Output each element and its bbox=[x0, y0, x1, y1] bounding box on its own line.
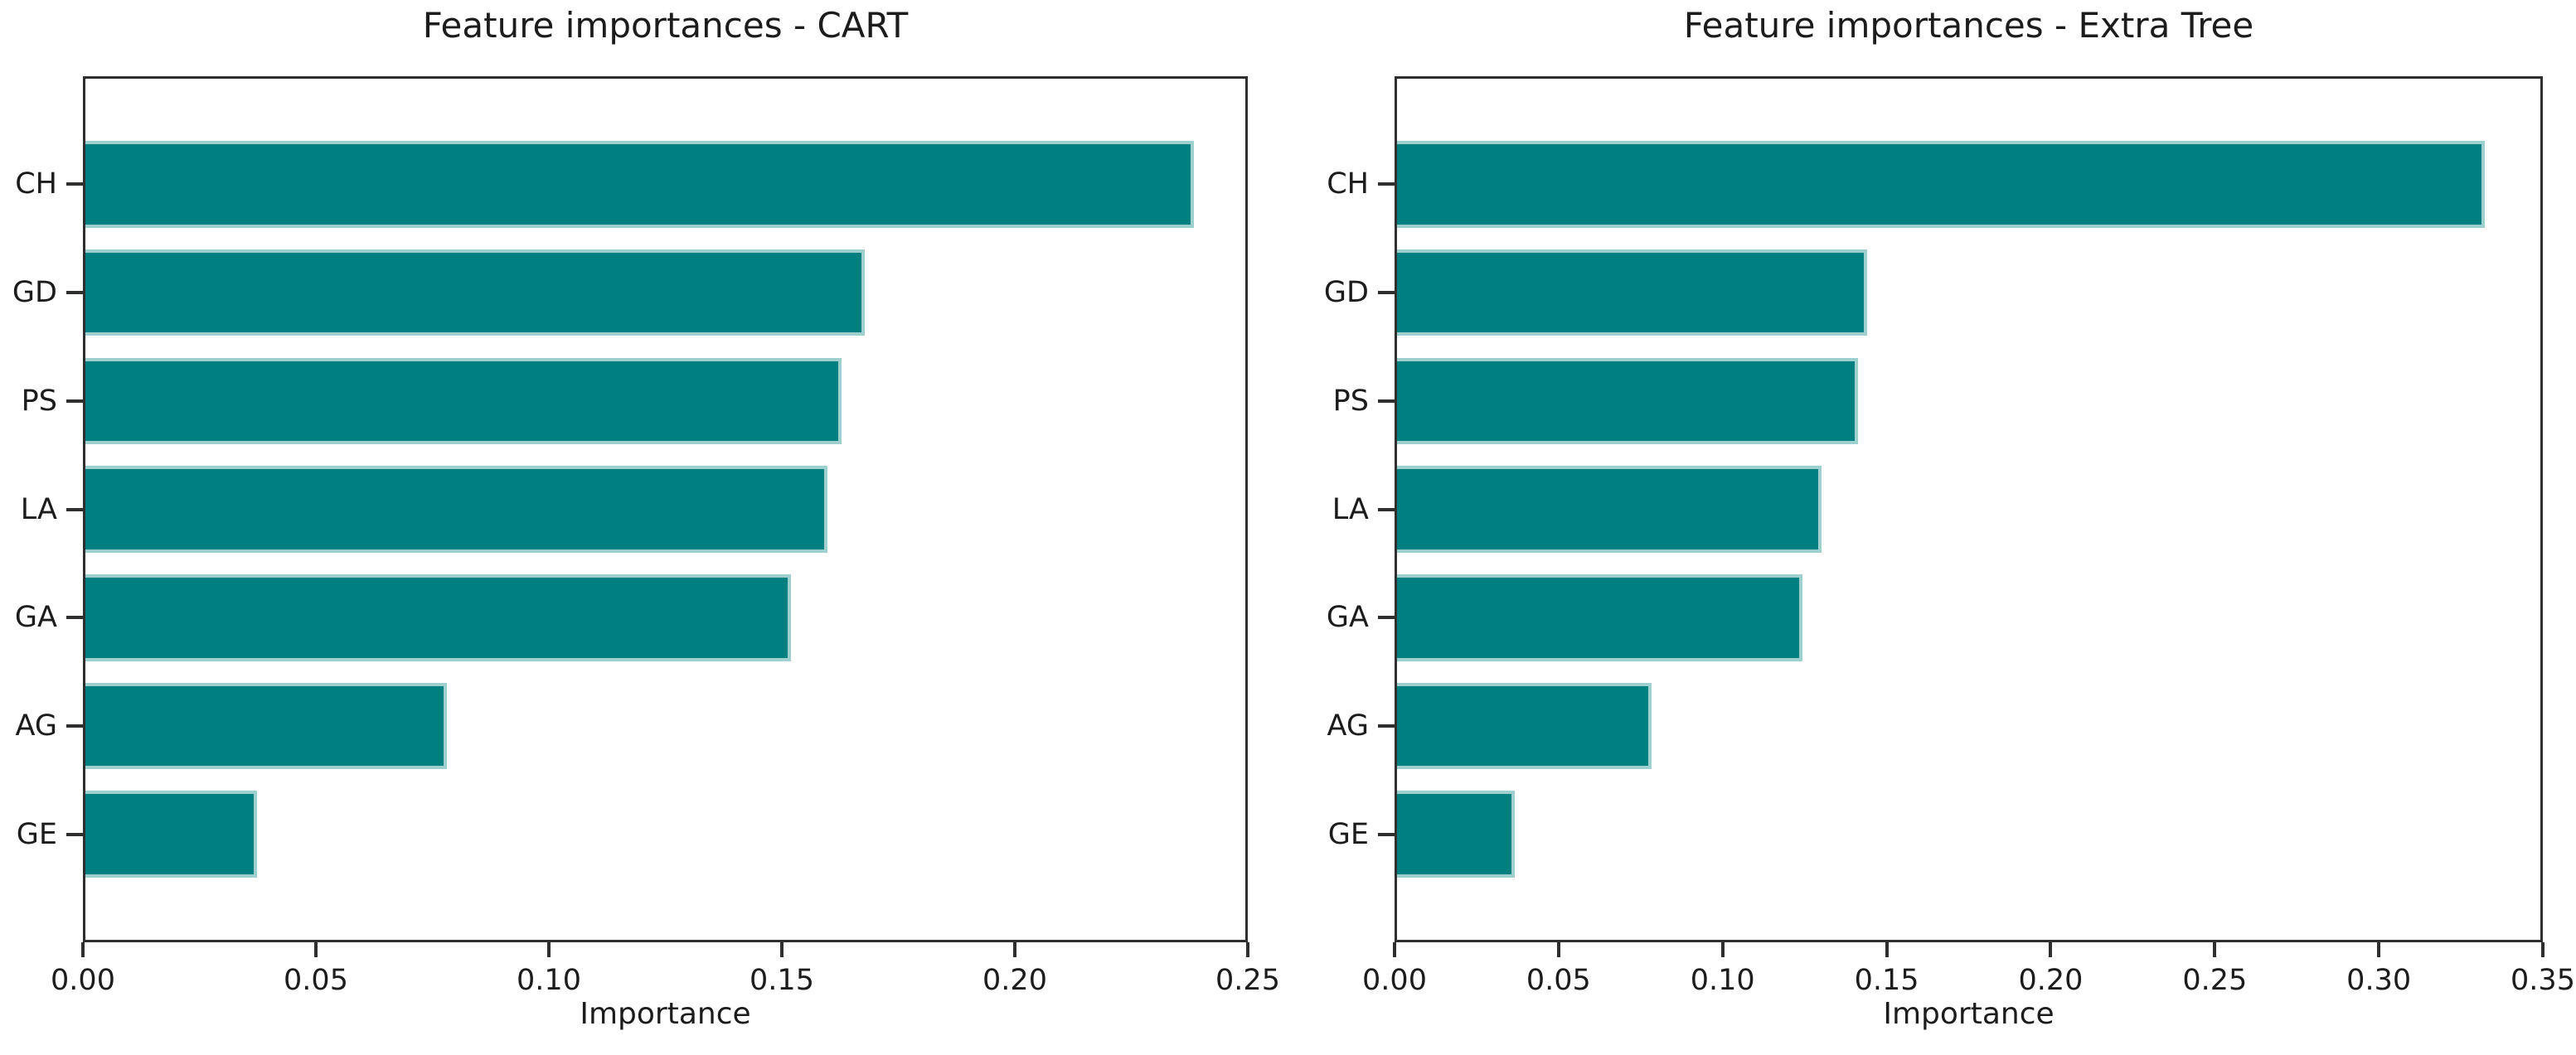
x-axis: 0.00 0.05 0.10 0.15 0.20 0.25 bbox=[51, 942, 1280, 1033]
x-tick-mark bbox=[1556, 942, 1560, 957]
y-tick-mark bbox=[1378, 507, 1395, 511]
bar-row: GE bbox=[1328, 780, 2540, 888]
y-tick-mark bbox=[66, 616, 83, 620]
x-tick-label: 0.00 bbox=[51, 964, 115, 997]
bar-gd bbox=[85, 249, 866, 336]
bar-gd bbox=[1397, 249, 1868, 336]
x-tick-label: 0.25 bbox=[2182, 964, 2248, 997]
bar-ag bbox=[1397, 682, 1652, 770]
bar-ag bbox=[85, 682, 448, 770]
y-axis-label: GD bbox=[12, 276, 57, 310]
y-tick-mark bbox=[66, 291, 83, 295]
x-tick-mark bbox=[547, 942, 551, 957]
bar-row: GE bbox=[17, 780, 1245, 888]
y-axis-label: AG bbox=[1327, 709, 1369, 743]
y-axis-label: GE bbox=[16, 817, 57, 851]
x-tick-mark bbox=[780, 942, 783, 957]
x-tick-label: 0.15 bbox=[750, 964, 814, 997]
bar-row: LA bbox=[21, 455, 1245, 564]
bar-row: GA bbox=[15, 564, 1245, 672]
y-tick-mark bbox=[1378, 399, 1395, 403]
y-tick-mark bbox=[66, 182, 83, 186]
bar-row: AG bbox=[1327, 672, 2540, 781]
y-tick-mark bbox=[1378, 832, 1395, 836]
bar-ga bbox=[1397, 573, 1802, 661]
x-axis-title: Importance bbox=[580, 997, 751, 1031]
bar-ps bbox=[1397, 357, 1858, 445]
x-tick-mark bbox=[1885, 942, 1889, 957]
x-tick-label: 0.30 bbox=[2346, 964, 2412, 997]
y-axis-label: LA bbox=[20, 492, 57, 526]
x-tick-mark bbox=[1393, 942, 1396, 957]
x-tick-label: 0.10 bbox=[1690, 964, 1755, 997]
x-axis: 0.00 0.05 0.10 0.15 0.20 0.25 0.30 0.35 bbox=[1362, 942, 2575, 1033]
y-axis-label: PS bbox=[1332, 384, 1369, 418]
chart-title: Feature importances - CART bbox=[422, 5, 909, 46]
y-tick-mark bbox=[66, 723, 83, 728]
y-tick-mark bbox=[1378, 723, 1395, 728]
x-tick-mark bbox=[2049, 942, 2053, 957]
x-axis-title: Importance bbox=[1883, 997, 2054, 1031]
y-axis-label: AG bbox=[15, 709, 57, 743]
x-tick-mark bbox=[1720, 942, 1725, 957]
chart-extra-tree: Feature importances - Extra Tree CH GD PS L… bbox=[1324, 0, 2575, 1055]
bars-container: CH GD PS LA GA AG GE bbox=[12, 130, 1245, 888]
y-axis-label: CH bbox=[1327, 167, 1369, 201]
x-tick-label: 0.05 bbox=[1526, 964, 1591, 997]
bar-la bbox=[85, 466, 828, 553]
bar-row: LA bbox=[1332, 455, 2540, 564]
plot-area: CH GD PS LA GA AG GE bbox=[12, 76, 1248, 942]
x-tick-mark bbox=[1246, 942, 1249, 957]
x-tick-mark bbox=[2541, 942, 2544, 957]
y-axis-label: GE bbox=[1327, 817, 1369, 851]
y-tick-mark bbox=[66, 399, 83, 403]
y-axis-label: GA bbox=[14, 601, 57, 635]
x-tick-label: 0.20 bbox=[982, 964, 1047, 997]
x-tick-label: 0.10 bbox=[517, 964, 581, 997]
x-tick-mark bbox=[2377, 942, 2381, 957]
bar-row: CH bbox=[1327, 130, 2540, 239]
bar-ga bbox=[85, 573, 791, 661]
x-tick-mark bbox=[314, 942, 318, 957]
bar-row: PS bbox=[22, 346, 1245, 455]
chart-title: Feature importances - Extra Tree bbox=[1683, 5, 2254, 46]
bar-row: PS bbox=[1333, 346, 2540, 455]
y-tick-mark bbox=[66, 832, 83, 836]
bar-row: GD bbox=[12, 239, 1245, 347]
bar-ch bbox=[1397, 141, 2486, 228]
y-axis-label: CH bbox=[15, 167, 57, 201]
x-tick-label: 0.25 bbox=[1215, 964, 1280, 997]
x-tick-label: 0.05 bbox=[284, 964, 348, 997]
chart-cart: Feature importances - CART CH GD PS LA GA AG G… bbox=[12, 0, 1280, 1055]
bar-row: CH bbox=[15, 130, 1245, 239]
y-axis-label: PS bbox=[21, 384, 57, 418]
x-tick-mark bbox=[81, 942, 85, 957]
y-axis-label: GA bbox=[1326, 601, 1369, 635]
y-tick-mark bbox=[1378, 291, 1395, 295]
y-tick-mark bbox=[1378, 182, 1395, 186]
bar-la bbox=[1397, 466, 1822, 553]
bar-ps bbox=[85, 357, 842, 445]
plot-area: CH GD PS LA GA AG GE bbox=[1324, 76, 2543, 942]
y-tick-mark bbox=[66, 507, 83, 511]
bar-row: GD bbox=[1324, 239, 2540, 347]
x-tick-mark bbox=[2213, 942, 2217, 957]
bars-container: CH GD PS LA GA AG GE bbox=[1324, 130, 2540, 888]
bar-ge bbox=[85, 791, 258, 878]
x-tick-label: 0.35 bbox=[2511, 964, 2575, 997]
y-tick-mark bbox=[1378, 616, 1395, 620]
bar-row: GA bbox=[1327, 564, 2540, 672]
x-tick-mark bbox=[1013, 942, 1016, 957]
x-tick-label: 0.00 bbox=[1362, 964, 1427, 997]
bar-row: AG bbox=[16, 672, 1245, 781]
x-tick-label: 0.20 bbox=[2018, 964, 2084, 997]
bar-ch bbox=[85, 141, 1195, 228]
y-axis-label: GD bbox=[1323, 276, 1369, 310]
y-axis-label: LA bbox=[1332, 492, 1369, 526]
x-tick-label: 0.15 bbox=[1854, 964, 1919, 997]
bar-ge bbox=[1397, 791, 1515, 878]
